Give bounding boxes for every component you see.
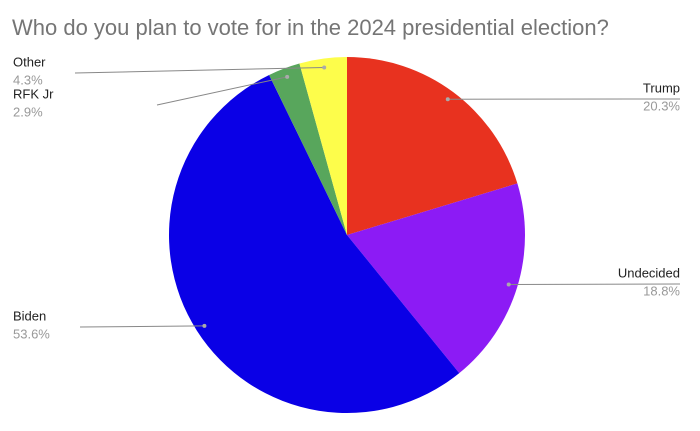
leader-dot: [202, 323, 207, 328]
pie-slice: [347, 57, 518, 235]
chart-title: Who do you plan to vote for in the 2024 …: [12, 15, 609, 40]
leader-line: [74, 66, 325, 74]
leader-dot: [285, 74, 290, 79]
data-label: 53.6%: [13, 326, 50, 341]
pie-slice: [168, 74, 460, 414]
pie-slice: [299, 57, 347, 235]
data-label: 18.8%: [643, 283, 680, 298]
legend-label: Biden: [13, 308, 46, 323]
leader-line: [156, 76, 288, 106]
data-label: 2.9%: [13, 104, 43, 119]
legend-label: Undecided: [618, 265, 680, 280]
pie-slice: [347, 183, 525, 374]
data-label: 20.3%: [643, 98, 680, 113]
pie-slice: [269, 63, 347, 236]
leader-dot: [445, 97, 450, 102]
legend-label: RFK Jr: [13, 86, 54, 101]
legend-label: Trump: [643, 80, 680, 95]
leader-dot: [322, 65, 327, 70]
leader-line: [79, 325, 205, 328]
legend-label: Other: [13, 54, 46, 69]
leader-dot: [506, 282, 511, 287]
leader-line: [508, 283, 681, 286]
data-label: 4.3%: [13, 72, 43, 87]
